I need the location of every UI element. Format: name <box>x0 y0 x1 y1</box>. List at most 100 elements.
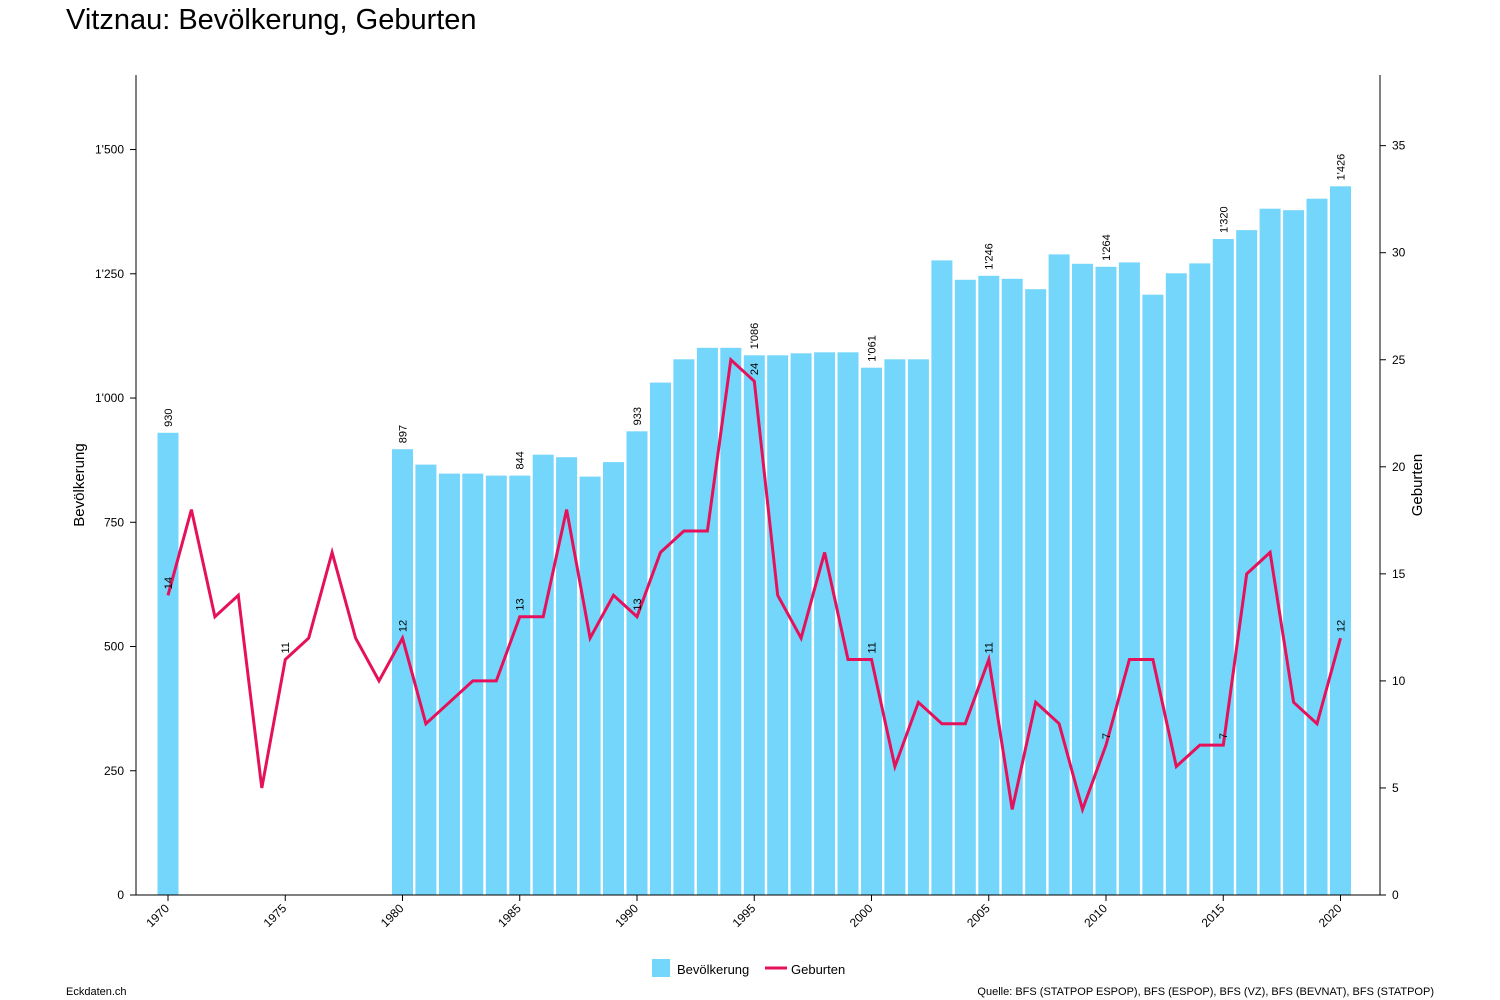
y-right-tick-label: 30 <box>1392 246 1406 260</box>
y-right-tick-label: 20 <box>1392 460 1406 474</box>
bar-bevoelkerung-2008 <box>1048 254 1070 895</box>
line-label-1990: 13 <box>632 598 644 610</box>
x-tick-label: 1980 <box>378 901 407 930</box>
bar-bevoelkerung-1996 <box>767 355 789 895</box>
x-tick-label: 1970 <box>143 901 172 930</box>
line-label-1985: 13 <box>515 598 527 610</box>
y-right-tick-label: 15 <box>1392 567 1406 581</box>
line-geburten <box>166 356 1342 815</box>
bar-bevoelkerung-2018 <box>1283 210 1305 895</box>
x-tick-label: 1985 <box>495 901 524 930</box>
line-label-1995: 24 <box>749 363 761 375</box>
bar-bevoelkerung-1993 <box>696 347 718 895</box>
bar-label-1995: 1'086 <box>749 323 761 350</box>
y-left-tick-label: 500 <box>104 640 124 654</box>
x-tick-label: 1975 <box>261 901 290 930</box>
bar-bevoelkerung-1992 <box>673 359 695 895</box>
line-label-2015: 7 <box>1218 733 1230 739</box>
footer-source-citation: Quelle: BFS (STATPOP ESPOP), BFS (ESPOP)… <box>977 986 1434 998</box>
legend-label-geburten: Geburten <box>791 962 845 977</box>
line-label-2020: 12 <box>1336 620 1348 632</box>
bar-bevoelkerung-2020 <box>1330 186 1351 896</box>
x-tick-label: 1990 <box>612 901 641 930</box>
bar-bevoelkerung-2002 <box>907 359 929 895</box>
bar-bevoelkerung-2013 <box>1165 273 1187 895</box>
legend-swatch-bevoelkerung <box>652 959 670 977</box>
y-right-tick-label: 0 <box>1392 888 1399 902</box>
bar-bevoelkerung-2005 <box>978 275 1000 895</box>
bar-bevoelkerung-1985 <box>509 475 531 895</box>
bar-bevoelkerung-2019 <box>1306 198 1328 895</box>
y-right-tick-label: 5 <box>1392 781 1399 795</box>
bar-bevoelkerung-2014 <box>1189 263 1211 895</box>
bar-label-1985: 844 <box>515 451 527 469</box>
bar-bevoelkerung-2003 <box>931 260 953 895</box>
y-left-tick-label: 1'250 <box>95 267 124 281</box>
bar-bevoelkerung-1980 <box>392 449 413 895</box>
bar-bevoelkerung-2010 <box>1095 266 1117 895</box>
bar-bevoelkerung-2001 <box>884 359 906 895</box>
bar-label-2000: 1'061 <box>867 335 879 362</box>
line-label-2000: 11 <box>867 642 879 653</box>
bar-bevoelkerung-1970 <box>157 432 179 895</box>
bar-bevoelkerung-1989 <box>603 462 624 895</box>
chart-title: Vitznau: Bevölkerung, Geburten <box>66 4 477 36</box>
x-tick-label: 2010 <box>1081 901 1110 930</box>
y-left-tick-label: 250 <box>104 764 124 778</box>
bar-bevoelkerung-2016 <box>1236 230 1258 896</box>
bar-bevoelkerung-1990 <box>626 431 648 895</box>
bar-bevoelkerung-1984 <box>485 475 507 895</box>
bar-bevoelkerung-2011 <box>1118 262 1140 895</box>
bar-bevoelkerung-1986 <box>532 454 554 895</box>
bar-bevoelkerung-2012 <box>1142 294 1164 895</box>
y-left-tick-label: 1'500 <box>95 143 124 157</box>
data-labels-group: 930 897 844 933 1'086 1'061 1'246 1'264 1'320 1'4… <box>163 154 1348 739</box>
bar-bevoelkerung-1995 <box>743 355 765 895</box>
bar-label-1990: 933 <box>632 407 644 425</box>
x-tick-label: 2020 <box>1316 901 1345 930</box>
line-label-2010: 7 <box>1101 733 1113 739</box>
bar-bevoelkerung-1998 <box>814 352 836 895</box>
bar-bevoelkerung-2004 <box>954 279 976 895</box>
line-label-1980: 12 <box>398 620 410 632</box>
bar-bevoelkerung-1991 <box>650 382 671 896</box>
line-label-1975: 11 <box>280 642 292 653</box>
y-axis-left-title: Bevölkerung <box>71 443 88 526</box>
y-left-tick-label: 0 <box>117 888 124 902</box>
y-axis-right-title: Geburten <box>1409 454 1426 517</box>
bar-bevoelkerung-1994 <box>720 347 742 895</box>
bar-label-1970: 930 <box>163 408 175 426</box>
bar-label-2010: 1'264 <box>1101 234 1113 261</box>
legend-label-bevoelkerung: Bevölkerung <box>677 962 749 977</box>
y-right-tick-label: 25 <box>1392 353 1406 367</box>
bars-group <box>157 186 1351 896</box>
line-group <box>166 356 1342 815</box>
bar-bevoelkerung-1981 <box>415 464 437 895</box>
bar-bevoelkerung-2007 <box>1025 289 1047 895</box>
bar-bevoelkerung-1983 <box>462 473 484 895</box>
y-left-tick-label: 1'000 <box>95 391 124 405</box>
x-tick-label: 2005 <box>964 901 993 930</box>
x-tick-label: 2000 <box>847 901 876 930</box>
bar-bevoelkerung-2009 <box>1072 263 1093 895</box>
line-label-1970: 14 <box>163 577 175 589</box>
footer-source-site: Eckdaten.ch <box>66 986 127 998</box>
y-right-tick-label: 35 <box>1392 139 1406 153</box>
bar-bevoelkerung-1999 <box>837 352 859 895</box>
y-left-tick-label: 750 <box>104 515 124 529</box>
bar-bevoelkerung-2015 <box>1212 239 1234 895</box>
x-tick-label: 2015 <box>1199 901 1228 930</box>
bar-bevoelkerung-1982 <box>438 473 460 895</box>
bar-label-2020: 1'426 <box>1336 154 1348 181</box>
bar-label-2005: 1'246 <box>984 243 996 270</box>
bar-label-2015: 1'320 <box>1218 206 1230 233</box>
x-tick-label: 1995 <box>730 901 759 930</box>
bar-bevoelkerung-1997 <box>790 353 812 895</box>
bar-bevoelkerung-2000 <box>861 367 882 895</box>
legend: Bevölkerung Geburten <box>652 959 845 977</box>
line-label-2005: 11 <box>984 642 996 653</box>
y-right-tick-label: 10 <box>1392 674 1406 688</box>
bar-bevoelkerung-1987 <box>556 457 578 895</box>
bar-bevoelkerung-1988 <box>579 476 601 895</box>
